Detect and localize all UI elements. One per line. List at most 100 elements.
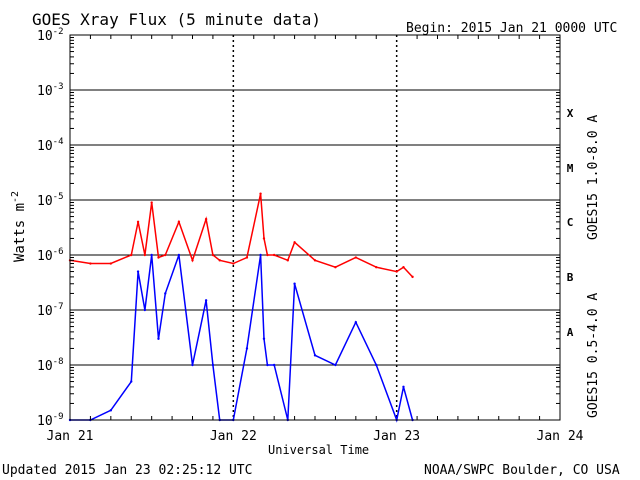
y-tick-base: 10 (37, 194, 53, 209)
data-point (211, 363, 215, 367)
data-point (157, 337, 160, 340)
data-point (150, 201, 153, 204)
y-tick-exponent: -6 (53, 247, 64, 257)
data-point (259, 253, 262, 257)
svg-text:GOES15 0.5-4.0 A: GOES15 0.5-4.0 A (586, 293, 601, 418)
data-point (411, 275, 414, 279)
data-point (89, 262, 92, 265)
data-point (266, 253, 269, 257)
y-tick-base: 10 (37, 304, 53, 319)
data-point (286, 259, 289, 262)
y-tick-label: 10-9 (37, 412, 64, 429)
x-tick-label: Jan 22 (210, 429, 257, 444)
data-point (375, 363, 378, 367)
x-tick-label: Jan 24 (537, 429, 584, 444)
updated-timestamp: Updated 2015 Jan 23 02:25:12 UTC (2, 463, 252, 478)
data-point (354, 321, 358, 324)
data-point (204, 217, 208, 221)
series-line-2 (70, 254, 414, 423)
data-point (130, 380, 133, 383)
plot-frame (69, 34, 561, 421)
data-point (136, 270, 140, 273)
y-tick-base: 10 (37, 29, 53, 44)
data-point (262, 237, 266, 240)
legend-series-1: GOES15 1.0-8.0 A (586, 115, 601, 240)
y-tick-exponent: -8 (53, 357, 64, 367)
data-point (354, 256, 358, 259)
grid-lines (70, 35, 560, 420)
y-tick-label: 10-5 (37, 192, 64, 209)
y-tick-exponent: -4 (53, 137, 64, 147)
data-point (177, 220, 181, 224)
y-tick-label: 10-2 (37, 27, 64, 44)
legend-series-2: GOES15 0.5-4.0 A (586, 293, 601, 418)
data-point (109, 262, 113, 265)
data-point (218, 259, 221, 262)
y-tick-label: 10-8 (37, 357, 64, 374)
data-point (191, 363, 194, 367)
data-point (204, 299, 208, 302)
data-point (211, 253, 215, 257)
y-axis-label: Watts m-2 (10, 191, 28, 262)
data-point (293, 282, 296, 285)
data-point (395, 270, 398, 273)
plot-series (68, 192, 414, 423)
data-point (259, 192, 262, 195)
flare-class-a: A (567, 326, 574, 339)
data-point (150, 253, 153, 257)
x-tick-label: Jan 21 (47, 429, 94, 444)
data-point (313, 259, 317, 262)
y-tick-base: 10 (37, 84, 53, 99)
data-point (293, 241, 296, 244)
flare-class-labels: X M C B A (567, 107, 574, 339)
data-point (313, 354, 317, 357)
data-point (143, 308, 147, 312)
flare-class-m: M (567, 162, 574, 175)
data-point (143, 253, 147, 257)
svg-text:Watts m-2: Watts m-2 (10, 191, 28, 262)
data-point (402, 385, 405, 389)
credit-text: NOAA/SWPC Boulder, CO USA (424, 463, 620, 478)
data-point (402, 266, 405, 269)
data-point (130, 253, 133, 257)
data-point (334, 363, 337, 367)
data-point (177, 253, 181, 257)
data-point (157, 256, 160, 259)
y-tick-exponent: -5 (53, 192, 64, 202)
data-point (164, 253, 167, 257)
data-point (272, 363, 276, 367)
data-point (262, 337, 266, 340)
x-tick-label: Jan 23 (373, 429, 420, 444)
svg-text:GOES15 1.0-8.0 A: GOES15 1.0-8.0 A (586, 115, 601, 240)
data-point (232, 262, 235, 265)
y-axis-ticks: 10-210-310-410-510-610-710-810-9 (37, 27, 560, 429)
chart-title: GOES Xray Flux (5 minute data) (32, 10, 321, 29)
flare-class-b: B (567, 271, 574, 284)
y-tick-exponent: -2 (53, 27, 64, 37)
y-tick-label: 10-6 (37, 247, 64, 264)
data-point (245, 347, 249, 350)
data-point (191, 259, 194, 262)
x-axis-label: Universal Time (268, 443, 369, 457)
begin-label: Begin: 2015 Jan 21 0000 UTC (406, 21, 617, 36)
data-point (334, 266, 337, 269)
y-tick-label: 10-7 (37, 302, 64, 319)
y-tick-exponent: -9 (53, 412, 64, 422)
y-tick-base: 10 (37, 359, 53, 374)
flare-class-c: C (567, 216, 574, 229)
data-point (375, 266, 378, 269)
y-tick-label: 10-3 (37, 82, 64, 99)
data-point (266, 363, 269, 367)
y-tick-base: 10 (37, 139, 53, 154)
y-axis-label-base: Watts m (12, 203, 28, 262)
y-tick-base: 10 (37, 414, 53, 429)
x-axis-ticks: Jan 21 Jan 22 Jan 23 Jan 24 (47, 35, 584, 444)
data-point (136, 220, 140, 224)
y-tick-exponent: -7 (53, 302, 64, 312)
series-line-1 (69, 193, 414, 278)
data-point (109, 409, 113, 412)
y-tick-label: 10-4 (37, 137, 64, 154)
y-tick-exponent: -3 (53, 82, 64, 92)
flare-class-x: X (567, 107, 574, 120)
